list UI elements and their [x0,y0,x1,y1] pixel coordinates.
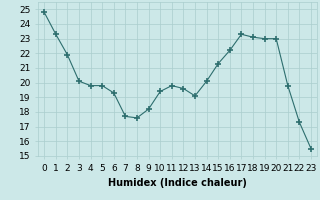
X-axis label: Humidex (Indice chaleur): Humidex (Indice chaleur) [108,178,247,188]
